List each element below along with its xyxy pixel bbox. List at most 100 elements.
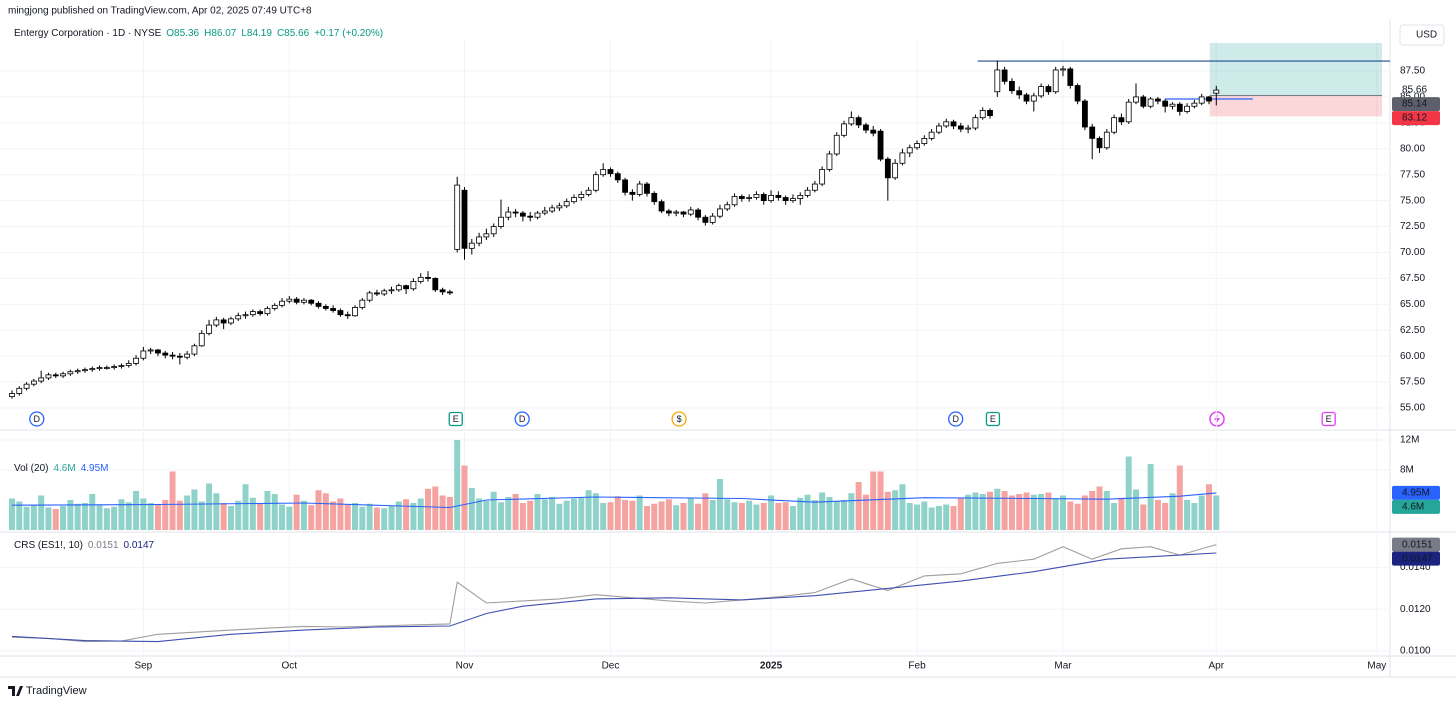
y-tick-label: 12M [1400,435,1419,446]
candle-body [1009,80,1015,92]
candle-body [979,110,986,119]
volume-bar [884,491,891,530]
candle-body [782,197,789,202]
candle-body [709,215,716,223]
x-tick-label: Nov [456,661,474,672]
volume-bar [1176,465,1183,530]
volume-bar [490,491,497,530]
crs-badge: 0.0147 [1402,553,1433,564]
volume-bar [322,493,329,530]
candle-body [176,355,183,358]
volume-bar [1030,494,1037,530]
candle-body [563,201,570,207]
candle-body [1154,98,1161,102]
candle-body [447,291,453,294]
volume-bar [994,488,1001,530]
volume-bar [206,483,213,530]
volume-bar [957,497,964,530]
candle-body [103,367,110,369]
legend-value: O85.36 [166,28,199,39]
volume-bar [848,493,855,530]
volume-bar [1008,495,1015,530]
currency-box[interactable] [1399,24,1445,46]
candle-body [67,371,74,375]
candle-body [228,318,234,324]
crs-badge: 0.0151 [1402,539,1433,550]
candle-body [1133,96,1139,103]
candle-body [257,311,264,315]
candle-body [1206,96,1212,102]
volume-legend: Vol (20) 4.6M 4.95M [14,463,109,474]
volume-bar [162,499,169,530]
y-tick-label: 80.00 [1400,143,1425,154]
currency: USD [1416,30,1437,41]
volume-bar [439,495,446,530]
volume-bar [74,503,81,530]
candle-body [1052,69,1059,93]
candle-body [943,121,950,127]
candle-body [140,350,147,359]
volume-bar [1081,495,1088,530]
candle-body [863,124,869,131]
candle-body [147,349,154,352]
volume-bar [592,493,599,530]
candle-body [1162,100,1169,107]
volume-bar [220,502,227,530]
candle-body [549,207,555,212]
candle-body [819,169,826,185]
volume-bar [1140,504,1147,530]
volume-bar [987,491,994,530]
candle-body [892,162,899,179]
volume-bar [425,488,432,530]
candle-body [359,299,366,308]
event-marker [514,411,530,427]
candle-body [82,369,88,372]
candle-body [9,393,15,398]
legend-value: 0.0151 [88,540,119,551]
x-tick-label: Apr [1209,661,1225,672]
volume-bar [198,501,205,530]
volume-bar [738,502,745,530]
volume-bar [549,496,556,530]
volume-bar [125,502,132,530]
volume-bar [38,495,45,530]
candle-body [1038,86,1045,97]
candle-body [1140,96,1147,107]
volume-bar [972,492,979,530]
candle-body [760,194,767,202]
candle-body [687,209,694,215]
candle-body [38,377,45,382]
line [11,544,1217,643]
target-zone [1209,43,1382,96]
volume-bar [556,503,563,530]
candle-body [1001,69,1008,82]
candle-body [1067,68,1074,86]
volume-bar [914,504,921,530]
candle-body [811,183,818,191]
volume-bar [242,484,249,530]
legend-value: 0.0147 [124,540,155,551]
volume-bar [446,496,453,530]
candle-body [1103,131,1110,149]
event-marker [29,411,45,427]
volume-bar [1154,499,1161,530]
y-tick-label: 75.00 [1400,195,1425,206]
volume-bar [636,495,643,530]
volume-bar [585,490,592,530]
volume-bar [373,507,380,530]
volume-bar [760,502,767,530]
candle-body [1074,85,1081,102]
volume-bar [1169,493,1176,530]
candle-body [264,308,271,315]
y-tick-label: 57.50 [1400,377,1425,388]
candle-body [1169,103,1176,107]
candle-body [454,184,461,250]
candle-body [1147,98,1154,107]
candle-body [665,210,672,214]
candle-body [125,363,132,366]
y-tick-label: 72.50 [1400,221,1425,232]
volume-bar [950,505,957,530]
volume-bar [359,506,366,530]
event-marker [948,411,964,427]
